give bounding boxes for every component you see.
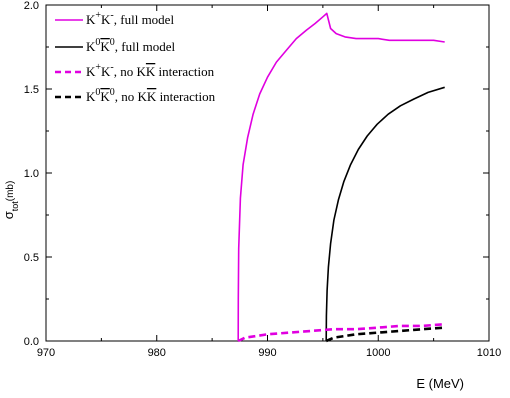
- x-axis-label: E (MeV): [416, 376, 464, 391]
- legend-label-4: K0K0, no KK interaction: [86, 87, 216, 104]
- series-line-3: [237, 322, 445, 343]
- axis-tick-labels: 970 980 990 1000 1010 0.0 0.5 1.0 1.5 2.0: [24, 0, 502, 359]
- plot-frame: [45, 4, 490, 342]
- legend-label-1: K+K-, full model: [86, 10, 174, 27]
- series-line-2: [325, 86, 445, 342]
- x-tick-label: 970: [37, 347, 55, 359]
- series-group: [237, 12, 445, 343]
- y-tick-label: 1.5: [24, 84, 39, 96]
- y-tick-label: 0.0: [24, 336, 39, 348]
- x-tick-label: 1000: [366, 347, 390, 359]
- legend-label-2: K0K0, full model: [86, 37, 175, 54]
- x-tick-label: 980: [148, 347, 166, 359]
- x-tick-label: 990: [258, 347, 276, 359]
- y-tick-label: 2.0: [24, 0, 39, 12]
- series-line-4: [325, 326, 445, 343]
- x-tick-label: 1010: [477, 347, 501, 359]
- y-tick-label: 1.0: [24, 168, 39, 180]
- y-tick-label: 0.5: [24, 252, 39, 264]
- legend-label-3: K+K-, no KK interaction: [86, 62, 215, 79]
- series-line-1: [237, 12, 445, 342]
- y-axis-label: σtot(mb): [1, 181, 20, 220]
- legend: K+K-, full model K0K0, full model K+K-, no…: [55, 10, 216, 104]
- axis-ticks: [45, 4, 490, 342]
